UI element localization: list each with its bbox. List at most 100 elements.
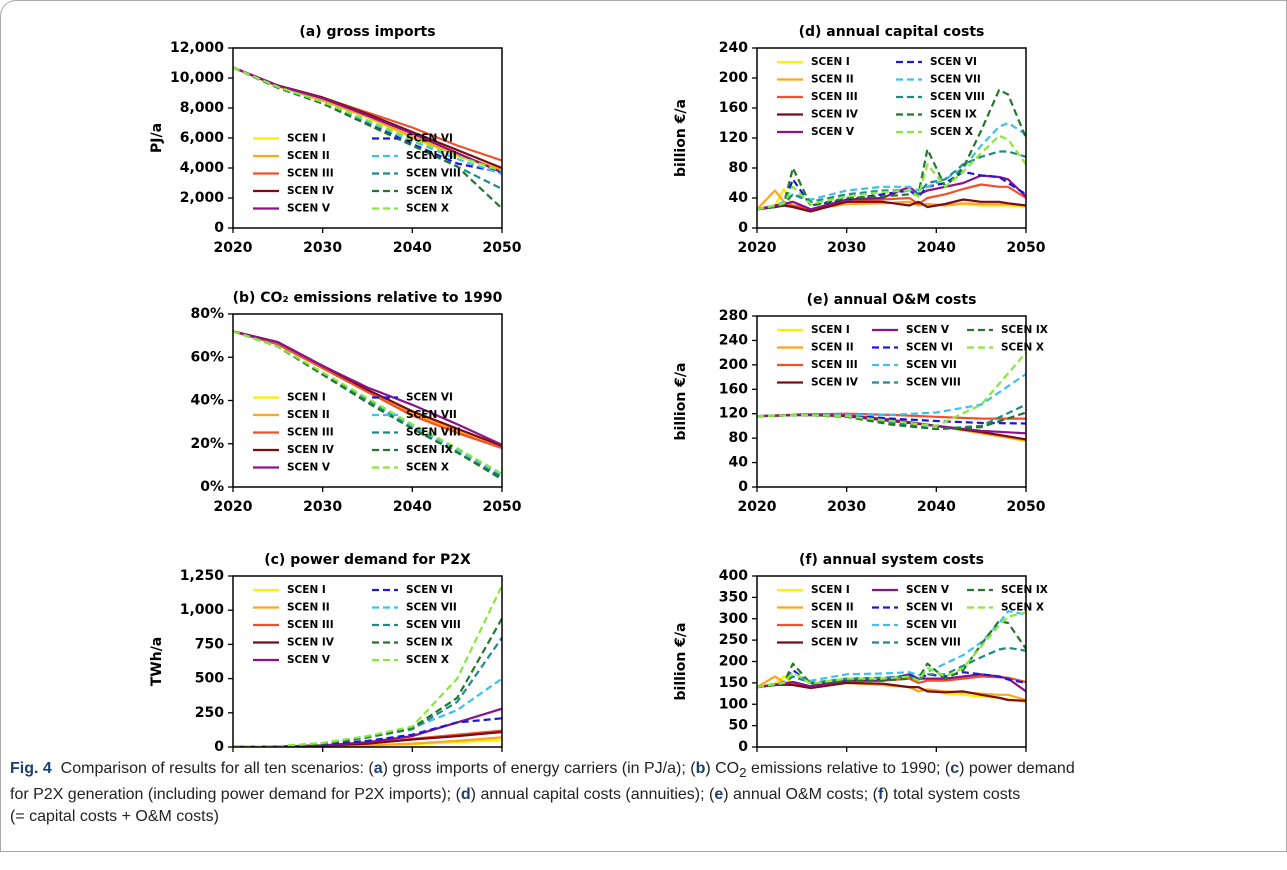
legend-label: SCEN IV: [811, 637, 859, 649]
series-line: [233, 617, 502, 747]
y-tick-label: 0%: [200, 479, 224, 495]
x-tick-label: 2040: [393, 240, 432, 256]
plot-frame: [756, 315, 1027, 488]
legend-label: SCEN V: [906, 324, 950, 336]
series-line: [757, 373, 1026, 418]
x-tick-label: 2020: [214, 240, 253, 256]
y-tick-label: 6,000: [180, 130, 225, 146]
chart-title: (a) gross imports: [299, 24, 435, 40]
legend-label: SCEN IV: [287, 444, 335, 456]
legend-label: SCEN V: [906, 584, 950, 596]
caption-text: ) CO: [705, 760, 740, 777]
legend-label: SCEN III: [811, 91, 858, 103]
legend-label: SCEN II: [811, 342, 854, 354]
caption-text: ) annual capital costs (annuities); (: [470, 786, 715, 804]
caption-text: f: [877, 786, 884, 804]
y-axis-label: PJ/a: [149, 123, 165, 153]
legend-label: SCEN VII: [406, 150, 457, 162]
caption-text: ) annual O&M costs; (: [723, 786, 878, 804]
legend-label: SCEN X: [406, 462, 449, 474]
y-tick-label: 10,000: [170, 70, 224, 86]
x-tick-label: 2040: [393, 499, 432, 515]
y-axis-label: billion €/a: [673, 99, 689, 177]
legend-label: SCEN IX: [930, 109, 977, 121]
legend-label: SCEN VI: [406, 133, 453, 145]
x-tick-label: 2030: [827, 499, 866, 515]
legend-label: SCEN VII: [906, 619, 957, 631]
legend-label: SCEN VIII: [406, 168, 461, 180]
series-line: [233, 585, 502, 747]
y-tick-label: 200: [719, 70, 748, 86]
y-tick-label: 2,000: [180, 190, 225, 206]
y-tick-label: 240: [719, 40, 748, 56]
legend-label: SCEN IV: [811, 109, 859, 121]
legend-label: SCEN IX: [406, 444, 453, 456]
legend-label: SCEN III: [287, 168, 334, 180]
legend-label: SCEN VIII: [930, 91, 985, 103]
legend-label: SCEN VIII: [906, 637, 961, 649]
caption-text: e: [714, 786, 724, 804]
y-axis-label: TWh/a: [149, 637, 165, 687]
y-tick-label: 0: [738, 220, 748, 236]
series-line: [757, 646, 1026, 689]
x-tick-label: 2050: [483, 240, 522, 256]
legend-label: SCEN III: [287, 619, 334, 631]
plot-lines: [757, 610, 1026, 704]
legend-label: SCEN X: [406, 654, 449, 666]
chart-title: (d) annual capital costs: [799, 24, 985, 40]
legend-label: SCEN IX: [1001, 584, 1048, 596]
y-tick-label: 100: [719, 696, 748, 712]
y-tick-label: 200: [719, 357, 748, 373]
legend-label: SCEN IV: [287, 185, 335, 197]
y-tick-label: 350: [719, 589, 748, 605]
chart: (e) annual O&M costs billion €/a 0 40 80 120 1…: [673, 292, 1048, 515]
y-tick-label: 40%: [190, 393, 224, 409]
plot-lines: [757, 351, 1026, 443]
plot-frame: [232, 575, 503, 748]
legend-label: SCEN VI: [406, 584, 453, 596]
legend-label: SCEN I: [811, 324, 850, 336]
legend-label: SCEN X: [1001, 602, 1044, 614]
series-line: [233, 330, 502, 480]
y-tick-label: 300: [719, 611, 748, 627]
x-tick-label: 2030: [303, 240, 342, 256]
legend-label: SCEN III: [811, 619, 858, 631]
y-tick-label: 80%: [190, 306, 224, 322]
y-tick-label: 160: [719, 381, 748, 397]
caption-text: d: [460, 786, 471, 804]
legend-label: SCEN IX: [406, 185, 453, 197]
y-tick-label: 1,000: [180, 602, 225, 618]
y-tick-label: 80: [729, 160, 749, 176]
chart: (c) power demand for P2X TWh/a 0 250 500 750 1…: [149, 552, 503, 755]
legend-label: SCEN X: [406, 203, 449, 215]
series-line: [233, 330, 502, 450]
series-line: [757, 134, 1026, 211]
series-line: [757, 610, 1026, 689]
x-tick-label: 2020: [214, 499, 253, 515]
y-tick-label: 400: [719, 568, 748, 584]
y-tick-label: 250: [719, 632, 748, 648]
x-tick-label: 2050: [483, 499, 522, 515]
y-tick-label: 40: [729, 190, 749, 206]
y-tick-label: 0: [738, 479, 748, 495]
legend-label: SCEN IV: [811, 377, 859, 389]
y-tick-label: 160: [719, 100, 748, 116]
legend-label: SCEN I: [811, 584, 850, 596]
x-tick-label: 2050: [1007, 499, 1046, 515]
legend-label: SCEN II: [287, 602, 330, 614]
legend-label: SCEN VIII: [406, 427, 461, 439]
legend-label: SCEN I: [287, 133, 326, 145]
series-line: [233, 330, 502, 481]
series-line: [233, 66, 502, 174]
plot-lines: [233, 66, 502, 210]
caption-text: 2: [739, 765, 747, 781]
chart-title: (c) power demand for P2X: [264, 552, 471, 568]
plot-lines: [757, 88, 1026, 213]
series-line: [233, 330, 502, 475]
legend-label: SCEN I: [287, 584, 326, 596]
caption-text: (= capital costs + O&M costs): [10, 808, 219, 826]
legend-label: SCEN II: [287, 150, 330, 162]
y-tick-label: 120: [719, 406, 748, 422]
x-tick-label: 2020: [738, 240, 777, 256]
y-tick-label: 150: [719, 675, 748, 691]
